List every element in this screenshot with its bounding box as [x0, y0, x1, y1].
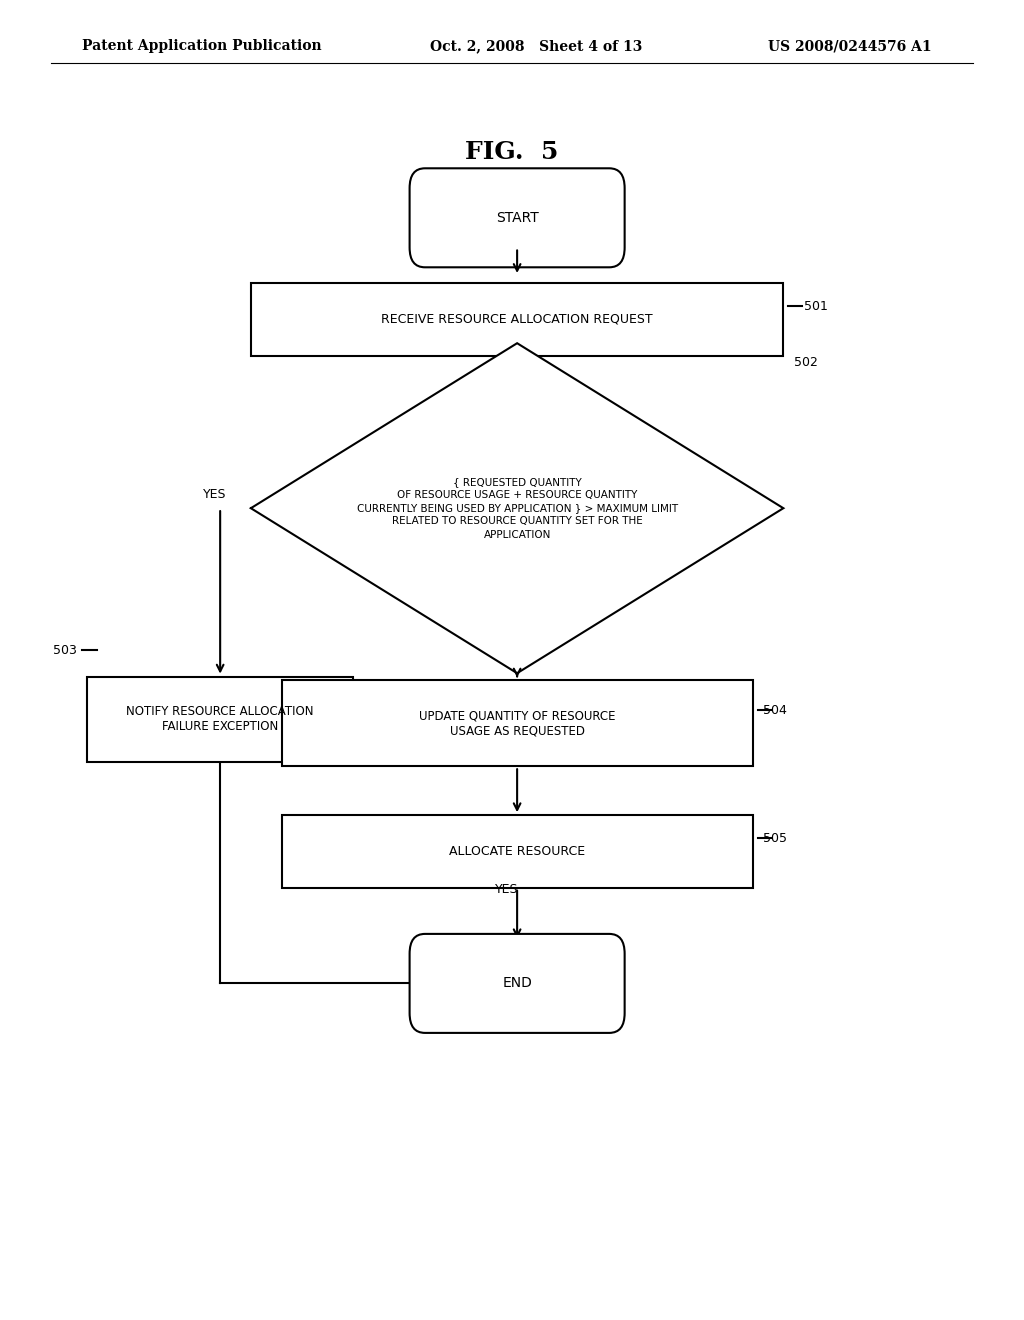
FancyBboxPatch shape	[251, 282, 783, 355]
Text: NOTIFY RESOURCE ALLOCATION
FAILURE EXCEPTION: NOTIFY RESOURCE ALLOCATION FAILURE EXCEP…	[126, 705, 314, 734]
Text: 504: 504	[763, 704, 786, 717]
Text: FIG.  5: FIG. 5	[465, 140, 559, 164]
Text: END: END	[502, 977, 532, 990]
Text: 501: 501	[804, 300, 827, 313]
Text: ALLOCATE RESOURCE: ALLOCATE RESOURCE	[450, 845, 585, 858]
Text: START: START	[496, 211, 539, 224]
FancyBboxPatch shape	[87, 676, 353, 763]
Text: 502: 502	[794, 356, 817, 370]
Text: YES: YES	[496, 883, 518, 896]
FancyBboxPatch shape	[410, 935, 625, 1032]
Text: US 2008/0244576 A1: US 2008/0244576 A1	[768, 40, 932, 53]
Text: Oct. 2, 2008   Sheet 4 of 13: Oct. 2, 2008 Sheet 4 of 13	[430, 40, 642, 53]
Text: Patent Application Publication: Patent Application Publication	[82, 40, 322, 53]
Text: 503: 503	[53, 644, 77, 656]
Text: YES: YES	[204, 488, 226, 502]
FancyBboxPatch shape	[282, 681, 753, 766]
FancyBboxPatch shape	[410, 169, 625, 267]
Text: UPDATE QUANTITY OF RESOURCE
USAGE AS REQUESTED: UPDATE QUANTITY OF RESOURCE USAGE AS REQ…	[419, 709, 615, 738]
Polygon shape	[251, 343, 783, 673]
Text: RECEIVE RESOURCE ALLOCATION REQUEST: RECEIVE RESOURCE ALLOCATION REQUEST	[381, 313, 653, 326]
Text: { REQUESTED QUANTITY
OF RESOURCE USAGE + RESOURCE QUANTITY
CURRENTLY BEING USED : { REQUESTED QUANTITY OF RESOURCE USAGE +…	[356, 477, 678, 540]
Text: 505: 505	[763, 832, 786, 845]
FancyBboxPatch shape	[282, 816, 753, 888]
